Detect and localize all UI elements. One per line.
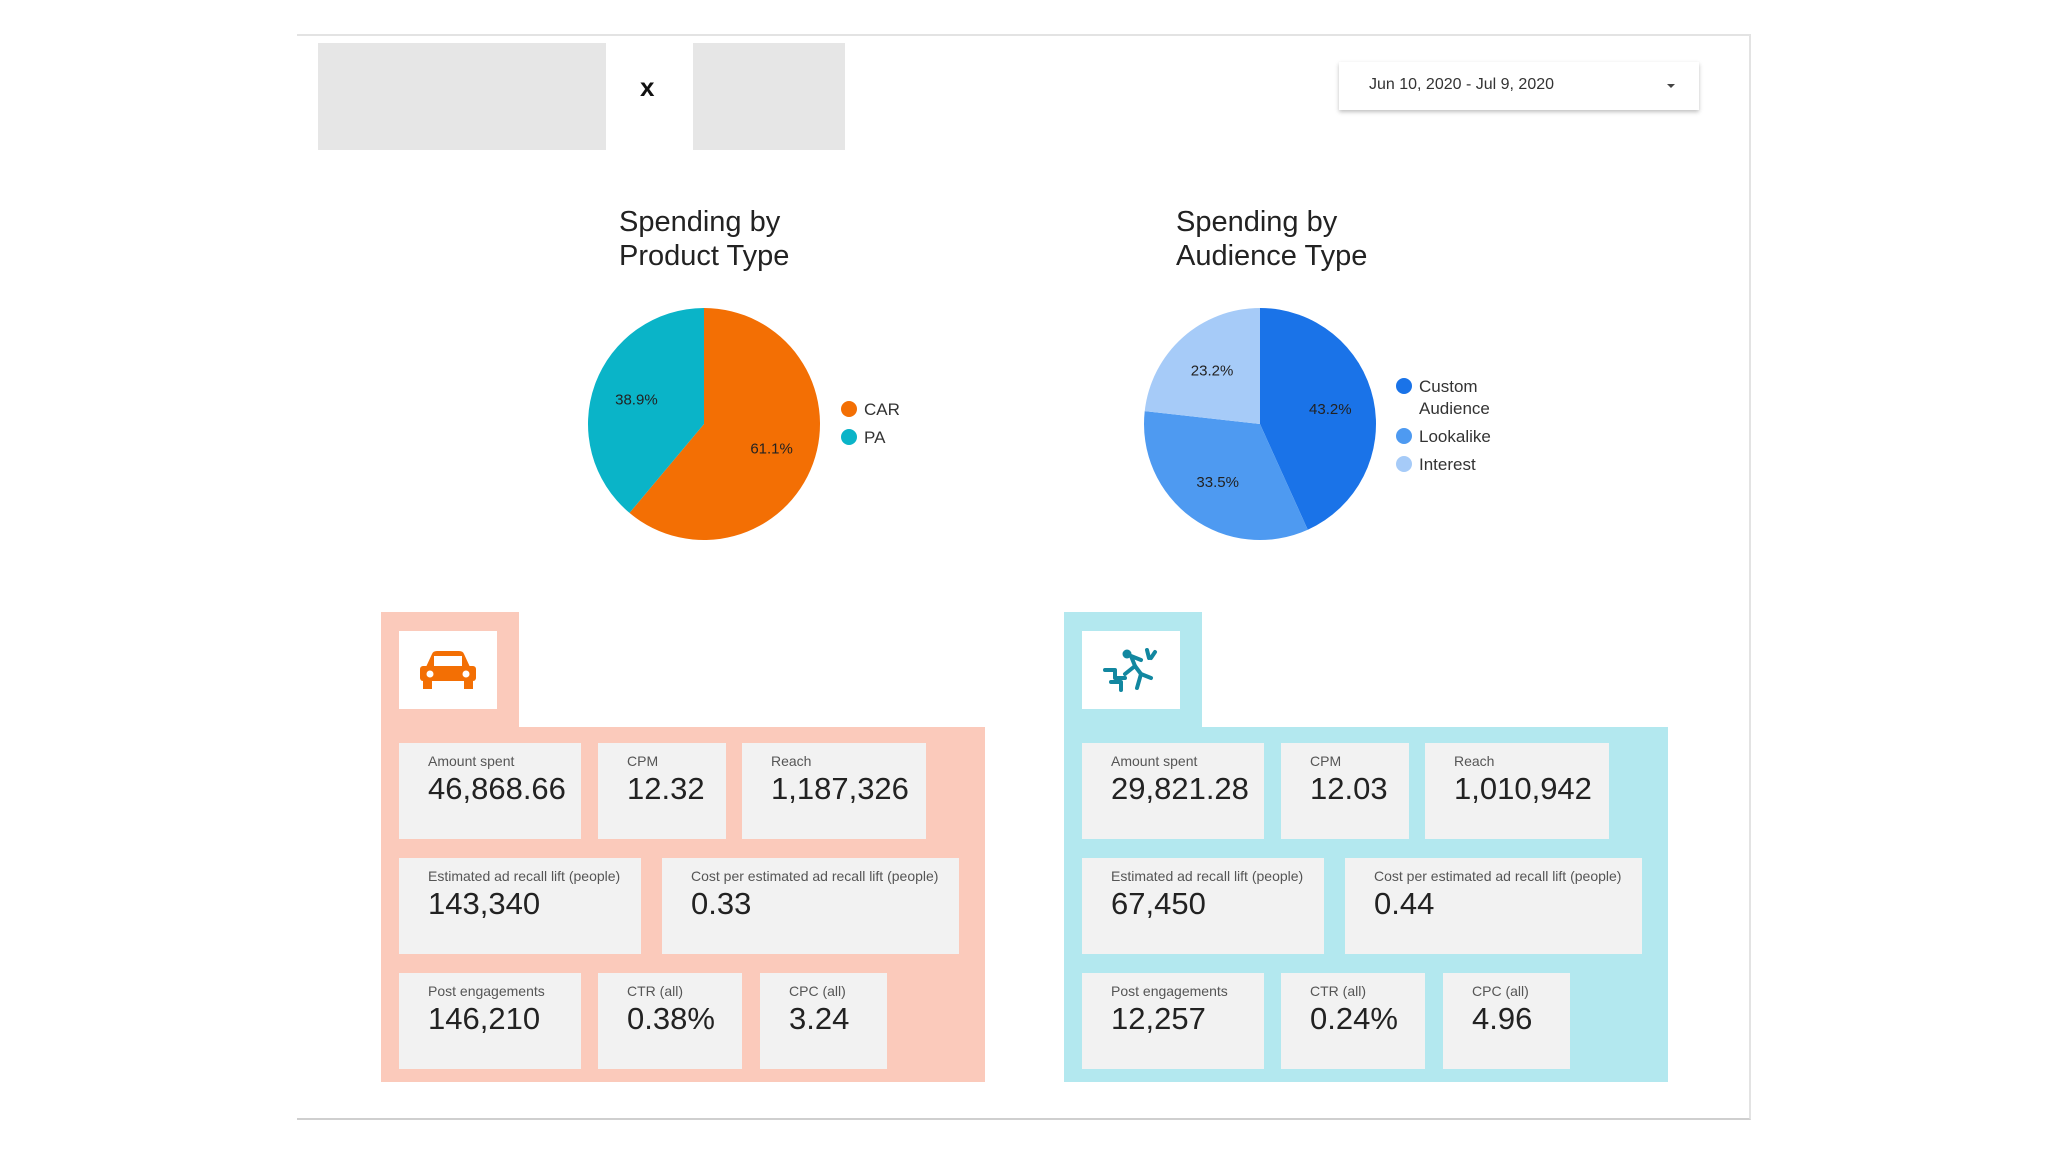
metric-label: Amount spent — [428, 753, 515, 769]
chart-title-product-type: Spending by Product Type — [619, 206, 790, 272]
metric-value: 4.96 — [1472, 1001, 1533, 1036]
metric-card-recall-lift: Estimated ad recall lift (people) 143,34… — [399, 858, 641, 954]
metric-card-cpm: CPM 12.32 — [598, 743, 726, 839]
separator-x: x — [640, 72, 655, 102]
metric-card-post-engagements: Post engagements 12,257 — [1082, 973, 1264, 1069]
metric-label: Reach — [771, 753, 812, 769]
metric-card-recall-lift: Estimated ad recall lift (people) 67,450 — [1082, 858, 1324, 954]
metric-value: 12,257 — [1111, 1001, 1206, 1036]
metric-label: Post engagements — [428, 983, 545, 999]
falling-person-icon — [1103, 648, 1157, 692]
metric-value: 143,340 — [428, 886, 541, 921]
date-range-picker[interactable]: Jun 10, 2020 - Jul 9, 2020 — [1339, 62, 1699, 110]
metric-label: Estimated ad recall lift (people) — [1111, 868, 1304, 884]
metric-value: 46,868.66 — [428, 771, 566, 806]
metric-value: 1,010,942 — [1454, 771, 1592, 806]
chart-title-audience-type: Spending by Audience Type — [1176, 206, 1368, 272]
falling-person-icon-box — [1082, 631, 1180, 709]
metric-label: Cost per estimated ad recall lift (peopl… — [691, 868, 939, 884]
metric-card-cpc: CPC (all) 3.24 — [760, 973, 887, 1069]
metric-label: CPC (all) — [789, 983, 846, 999]
metric-value: 0.33 — [691, 886, 752, 921]
metric-card-amount-spent: Amount spent 29,821.28 — [1082, 743, 1264, 839]
car-icon-box — [399, 631, 497, 709]
metric-card-cost-recall: Cost per estimated ad recall lift (peopl… — [1345, 858, 1642, 954]
metric-card-reach: Reach 1,010,942 — [1425, 743, 1609, 839]
metric-label: Post engagements — [1111, 983, 1228, 999]
date-range-text: Jun 10, 2020 - Jul 9, 2020 — [1369, 76, 1555, 93]
metric-card-amount-spent: Amount spent 46,868.66 — [399, 743, 581, 839]
metric-value: 1,187,326 — [771, 771, 909, 806]
metric-card-reach: Reach 1,187,326 — [742, 743, 926, 839]
metric-label: Reach — [1454, 753, 1495, 769]
metric-card-ctr: CTR (all) 0.24% — [1281, 973, 1425, 1069]
metric-card-cost-recall: Cost per estimated ad recall lift (peopl… — [662, 858, 959, 954]
metric-card-cpm: CPM 12.03 — [1281, 743, 1409, 839]
brand-logo-left — [318, 43, 606, 150]
metric-label: CPC (all) — [1472, 983, 1529, 999]
metric-value: 12.32 — [627, 771, 705, 806]
metric-label: CTR (all) — [627, 983, 683, 999]
car-icon — [420, 651, 476, 689]
metric-value: 0.24% — [1310, 1001, 1398, 1036]
chevron-down-icon — [1667, 84, 1675, 88]
metric-value: 67,450 — [1111, 886, 1206, 921]
metric-label: CTR (all) — [1310, 983, 1366, 999]
metric-label: Cost per estimated ad recall lift (peopl… — [1374, 868, 1622, 884]
brand-logo-right — [693, 43, 845, 150]
metric-card-ctr: CTR (all) 0.38% — [598, 973, 742, 1069]
metric-label: Estimated ad recall lift (people) — [428, 868, 621, 884]
metric-value: 0.38% — [627, 1001, 715, 1036]
metric-card-post-engagements: Post engagements 146,210 — [399, 973, 581, 1069]
metric-label: CPM — [627, 753, 659, 769]
metric-card-cpc: CPC (all) 4.96 — [1443, 973, 1570, 1069]
metric-value: 3.24 — [789, 1001, 850, 1036]
metric-label: CPM — [1310, 753, 1342, 769]
metric-value: 12.03 — [1310, 771, 1388, 806]
metric-value: 146,210 — [428, 1001, 541, 1036]
metric-value: 0.44 — [1374, 886, 1435, 921]
metric-value: 29,821.28 — [1111, 771, 1249, 806]
metric-label: Amount spent — [1111, 753, 1198, 769]
